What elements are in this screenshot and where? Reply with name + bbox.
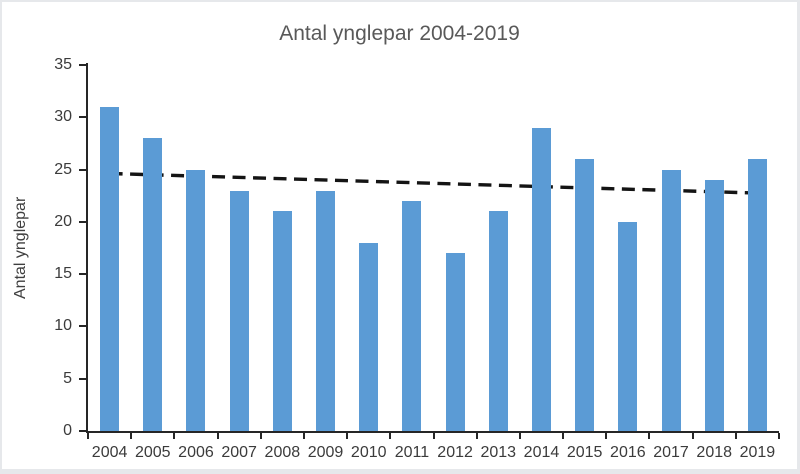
y-axis-tick (79, 273, 86, 276)
x-axis-tick (389, 433, 392, 439)
y-axis-line (86, 63, 88, 433)
bar-2008 (272, 211, 292, 431)
bar-2014 (531, 127, 551, 431)
plot-area: 0 5 10 15 20 25 30 35 2004 2005 2006 2007 2008 2009 20… (54, 56, 780, 461)
y-axis-tick (79, 377, 86, 380)
y-tick-label: 35 (54, 56, 72, 73)
y-tick-label: 10 (54, 317, 72, 335)
x-axis-tick (778, 433, 780, 439)
x-tick-label: 2006 (178, 444, 214, 461)
x-axis-tick (216, 433, 219, 439)
y-axis-tick (79, 325, 86, 328)
x-axis-tick (475, 433, 478, 439)
trendline-layer (109, 171, 758, 195)
y-tick-label: 25 (54, 160, 72, 178)
bar-2009 (316, 190, 336, 431)
y-tick-label: 30 (54, 108, 72, 126)
x-axis-tick (562, 433, 565, 439)
x-axis-tick (432, 433, 435, 439)
bar-2011 (402, 200, 422, 431)
x-axis-tick (302, 433, 305, 439)
bar-2006 (186, 169, 206, 431)
x-axis-tick (518, 433, 521, 439)
bar-2018 (704, 180, 724, 431)
bar-2013 (488, 211, 508, 431)
x-axis-tick (87, 433, 89, 439)
x-tick-label: 2015 (566, 444, 603, 461)
bar-2010 (359, 242, 379, 431)
x-axis-tick (173, 433, 176, 439)
x-axis-tick (605, 433, 608, 439)
x-axis-tick (130, 433, 133, 439)
x-tick-label: 2007 (221, 444, 257, 461)
x-tick-label: 2017 (653, 444, 689, 461)
x-tick-label: 2016 (610, 444, 646, 461)
x-tick-label: 2014 (523, 444, 560, 461)
x-tick-label: 2005 (134, 444, 171, 461)
x-axis-tick (734, 433, 737, 439)
bar-2019 (747, 159, 767, 431)
bar-2012 (445, 253, 465, 431)
x-tick-label: 2009 (307, 444, 344, 461)
x-tick-label: 2004 (91, 444, 128, 461)
y-axis-tick (79, 430, 86, 432)
bar-2015 (575, 159, 595, 431)
x-tick-label: 2019 (739, 444, 776, 461)
y-tick-label: 20 (54, 212, 72, 230)
bar-2005 (143, 138, 163, 431)
x-tick-label: 2012 (437, 444, 473, 461)
x-tick-label: 2013 (480, 444, 517, 461)
x-axis-tick (648, 433, 651, 439)
x-axis-line (86, 431, 779, 433)
y-tick-label: 5 (63, 369, 72, 387)
y-axis-tick (79, 64, 86, 66)
x-tick-label: 2018 (696, 444, 733, 461)
x-axis-tick (346, 433, 349, 439)
y-axis-tick (79, 220, 86, 223)
chart-title: Antal ynglepar 2004-2019 (279, 22, 520, 45)
x-tick-label: 2011 (394, 444, 430, 461)
x-axis-tick (259, 433, 262, 439)
bar-2016 (618, 221, 638, 431)
y-tick-label: 0 (63, 422, 72, 439)
bar-2004 (100, 106, 120, 431)
y-axis-tick (79, 116, 86, 119)
y-tick-label: 15 (54, 265, 72, 283)
x-axis-tick (691, 433, 694, 439)
y-axis-tick (79, 168, 86, 171)
bar-2017 (661, 169, 681, 431)
x-tick-label: 2010 (350, 444, 387, 461)
trendline (109, 171, 758, 195)
x-tick-label: 2008 (264, 444, 301, 461)
bar-2007 (229, 190, 249, 431)
